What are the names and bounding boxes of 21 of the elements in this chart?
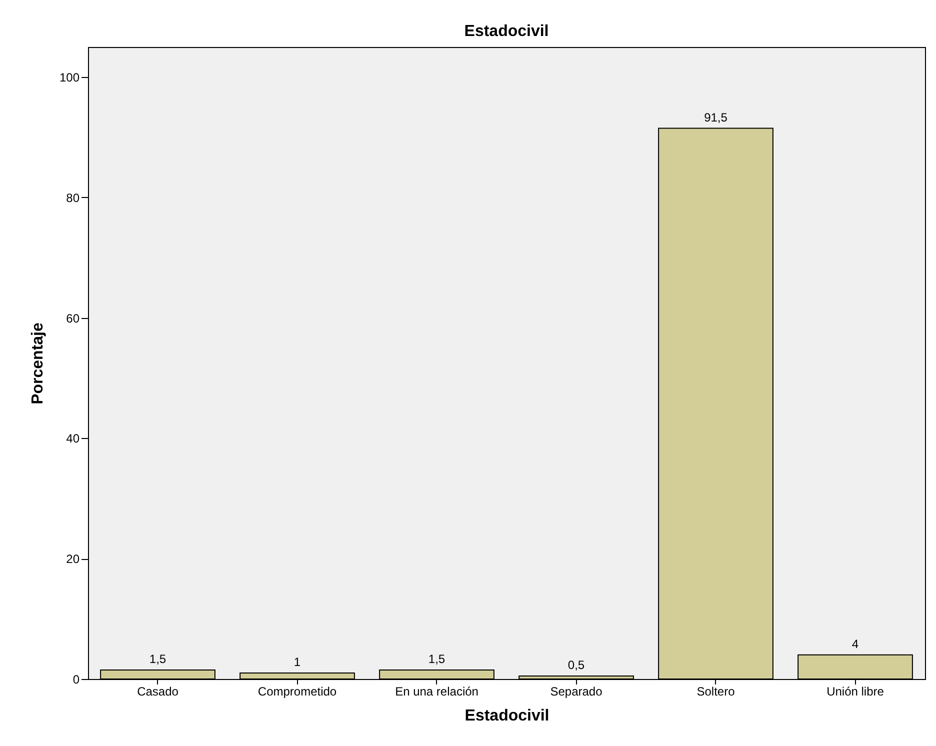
x-tick-label: Comprometido (258, 684, 337, 698)
y-tick-label: 20 (66, 552, 80, 566)
data-label: 4 (852, 636, 859, 651)
x-tick-label: Separado (550, 684, 603, 698)
y-tick-label: 100 (59, 70, 80, 85)
chart-title: Estadocivil (464, 23, 549, 40)
x-tick-label: En una relación (395, 684, 478, 698)
data-label: 0,5 (568, 658, 585, 672)
x-axis-title: Estadocivil (464, 708, 550, 724)
data-label: 1,5 (428, 652, 446, 666)
y-tick-label: 40 (66, 432, 80, 446)
y-tick-label: 0 (72, 672, 80, 686)
x-tick-label: Casado (137, 684, 179, 698)
x-tick-label: Unión libre (826, 684, 884, 698)
data-label: 1 (294, 654, 301, 669)
y-axis-title: Porcentaje (29, 322, 46, 404)
x-tick-label: Soltero (696, 684, 736, 698)
y-tick-label: 60 (66, 311, 80, 326)
y-tick-label: 80 (66, 190, 80, 205)
data-label: 91,5 (704, 110, 728, 124)
data-label: 1,5 (149, 652, 166, 666)
